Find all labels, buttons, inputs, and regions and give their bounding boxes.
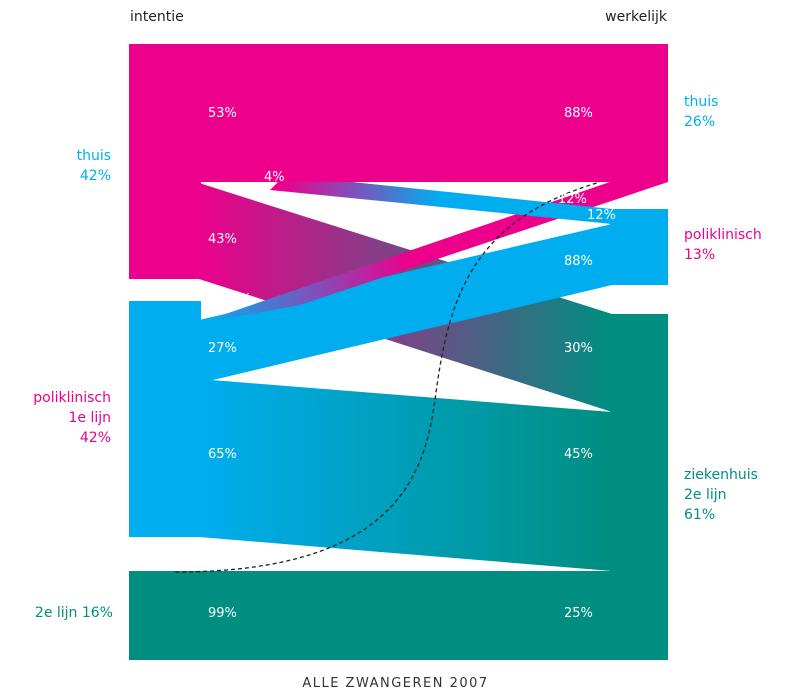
node-right-hospital xyxy=(610,314,668,660)
right-label-hospital: ziekenhuis 2e lijn 61% xyxy=(684,465,758,525)
flow-second-to-hospital xyxy=(199,571,612,660)
pct-poli-hosp-left: 65% xyxy=(208,447,237,462)
node-right-poli xyxy=(610,209,668,285)
pct-poli-poli-right: 88% xyxy=(564,254,593,269)
pct-poli-home-label: 8% xyxy=(231,292,252,307)
left-label-home-pct: 42% xyxy=(79,168,111,184)
left-label-home-name: thuis xyxy=(76,148,111,164)
header-intention: intentie xyxy=(130,9,184,25)
node-left-second xyxy=(129,571,201,660)
pct-home-poli-label: 4% xyxy=(264,170,285,185)
pct-second-hosp-right: 25% xyxy=(564,606,593,621)
flow-poli-to-poli xyxy=(199,224,612,380)
left-label-poli-sub: 1e lijn xyxy=(68,410,111,426)
right-label-hospital-pct: 61% xyxy=(684,507,716,523)
left-label-second: 2e lijn 16% xyxy=(35,603,113,623)
pct-poli-hosp-right: 45% xyxy=(564,447,593,462)
header-actual: werkelijk xyxy=(605,9,667,25)
footer-caption: ALLE ZWANGEREN 2007 xyxy=(302,676,489,691)
pct-home-hosp-right: 30% xyxy=(564,341,593,356)
pct-home-poli-right: 12% xyxy=(587,208,616,223)
pct-home-home-left: 53% xyxy=(208,106,237,121)
node-left-home xyxy=(129,44,201,279)
flow-poli-to-home xyxy=(205,162,668,321)
right-label-poli-pct: 13% xyxy=(684,247,716,263)
right-label-home-name: thuis xyxy=(684,94,719,110)
right-label-poli: poliklinisch 13% xyxy=(684,225,762,265)
node-left-poli xyxy=(129,301,201,537)
right-label-poli-name: poliklinisch xyxy=(684,227,762,243)
flow-home-to-poli xyxy=(270,175,612,224)
pct-home-home-right: 88% xyxy=(564,106,593,121)
left-label-poli-name: poliklinisch xyxy=(33,390,111,406)
pct-poli-poli-left: 27% xyxy=(208,341,237,356)
right-label-hospital-name: ziekenhuis xyxy=(684,467,758,483)
pct-second-hosp-left: 99% xyxy=(208,606,237,621)
dashed-curve xyxy=(174,181,601,573)
left-label-home: thuis 42% xyxy=(77,146,111,186)
pct-poli-home-right: 12% xyxy=(558,192,587,207)
left-label-second-text: 2e lijn 16% xyxy=(34,605,113,621)
right-label-home: thuis 26% xyxy=(684,92,718,132)
right-label-hospital-sub: 2e lijn xyxy=(684,487,727,503)
right-label-home-pct: 26% xyxy=(684,114,716,130)
flow-poli-to-hospital xyxy=(199,379,612,571)
left-label-poli-pct: 42% xyxy=(79,430,111,446)
flow-home-to-home xyxy=(199,44,668,182)
pct-home-hosp-left: 43% xyxy=(208,232,237,247)
left-label-poli: poliklinisch 1e lijn 42% xyxy=(33,388,111,448)
